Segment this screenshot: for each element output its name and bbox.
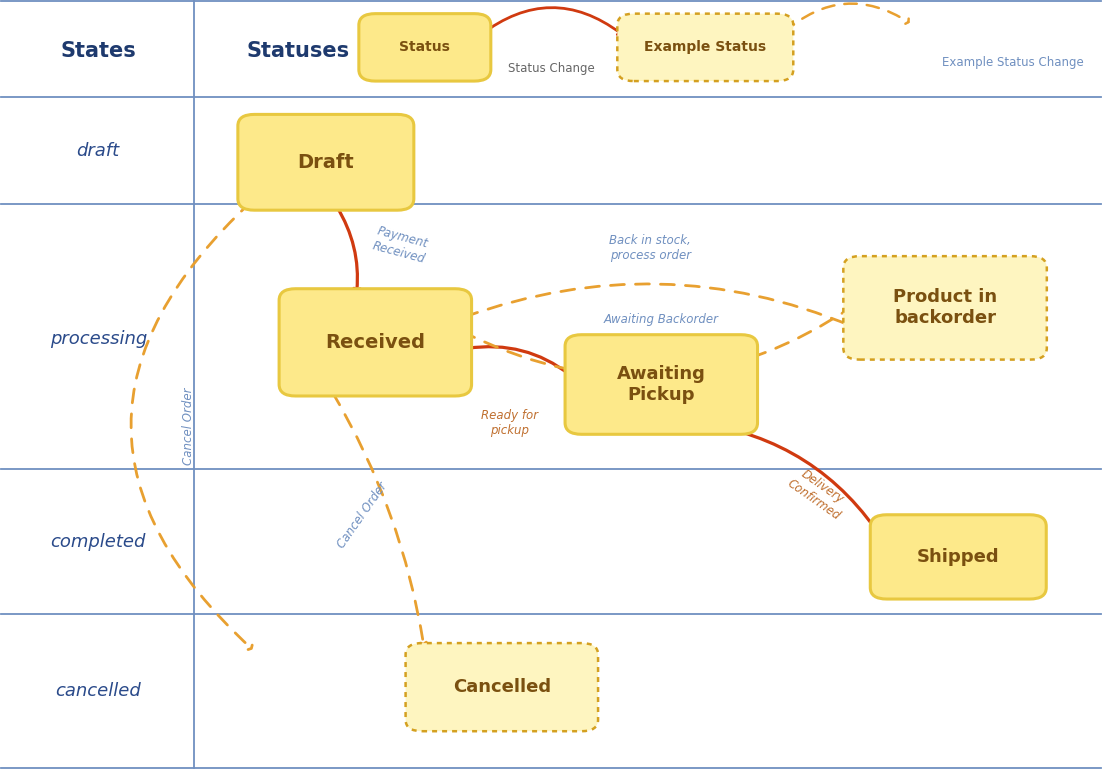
Text: Shipped: Shipped <box>917 548 1000 566</box>
Text: Status Change: Status Change <box>508 62 594 75</box>
Text: Cancelled: Cancelled <box>453 678 551 696</box>
Text: completed: completed <box>51 533 146 551</box>
Text: processing: processing <box>50 330 147 348</box>
Text: Draft: Draft <box>297 153 355 171</box>
Text: cancelled: cancelled <box>55 682 141 700</box>
Text: Ready for
pickup: Ready for pickup <box>481 409 538 437</box>
Text: Product in
backorder: Product in backorder <box>893 288 997 328</box>
Text: Statuses: Statuses <box>246 42 350 62</box>
FancyBboxPatch shape <box>406 643 598 731</box>
Text: Awaiting Backorder: Awaiting Backorder <box>603 313 719 326</box>
Text: Cancel Order: Cancel Order <box>335 479 390 551</box>
Text: Status: Status <box>399 40 450 55</box>
FancyBboxPatch shape <box>565 335 758 434</box>
Text: States: States <box>61 42 136 62</box>
Text: Cancel Order: Cancel Order <box>182 388 194 465</box>
FancyBboxPatch shape <box>238 115 414 210</box>
FancyBboxPatch shape <box>280 288 472 396</box>
FancyBboxPatch shape <box>359 14 491 81</box>
Text: Example Status: Example Status <box>644 40 767 55</box>
FancyBboxPatch shape <box>843 256 1046 360</box>
Text: Payment
Received: Payment Received <box>371 225 431 265</box>
Text: Back in stock,
process order: Back in stock, process order <box>610 234 692 262</box>
FancyBboxPatch shape <box>618 14 793 81</box>
Text: Received: Received <box>325 333 425 352</box>
Text: Awaiting
Pickup: Awaiting Pickup <box>617 365 706 404</box>
Text: draft: draft <box>76 141 119 160</box>
FancyBboxPatch shape <box>871 514 1046 599</box>
Text: Example Status Change: Example Status Change <box>943 56 1084 69</box>
Text: Delivery
Confirmed: Delivery Confirmed <box>785 464 851 522</box>
